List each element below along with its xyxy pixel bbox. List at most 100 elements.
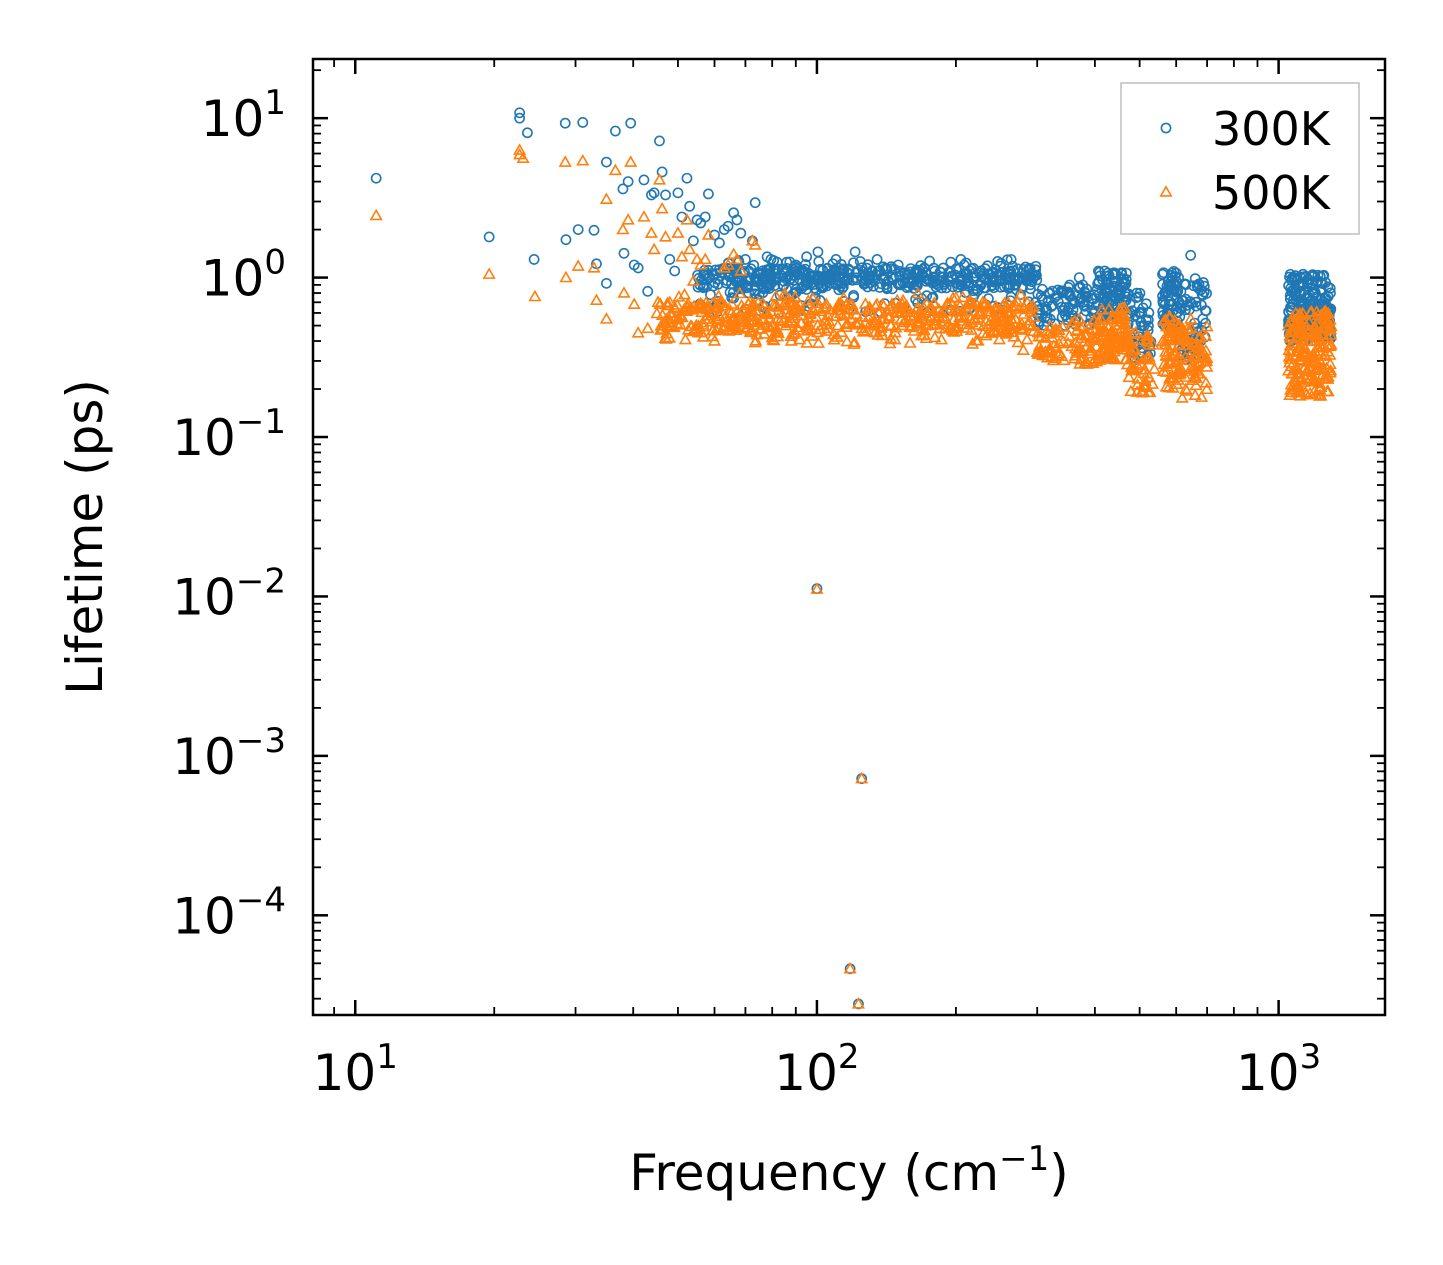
data-point: [872, 306, 886, 319]
y-tick-label-exp: 1: [264, 83, 286, 123]
data-point: [1200, 319, 1214, 332]
data-point: [1168, 313, 1182, 326]
data-point: [897, 315, 911, 328]
data-point: [1297, 316, 1311, 328]
data-point: [863, 300, 877, 312]
data-point: [1031, 274, 1043, 286]
data-point: [1107, 345, 1121, 357]
data-point: [835, 309, 850, 321]
data-point: [632, 262, 644, 274]
data-point: [1093, 265, 1104, 277]
y-tick-label: 10−2: [172, 561, 286, 626]
data-point: [748, 238, 762, 250]
data-point: [1024, 262, 1036, 274]
data-point: [646, 189, 657, 201]
data-point: [793, 332, 807, 345]
data-point: [1014, 287, 1028, 300]
data-point: [677, 287, 692, 300]
data-point: [1131, 372, 1145, 384]
data-point: [1038, 331, 1053, 343]
data-point: [733, 286, 747, 299]
data-point: [903, 336, 917, 348]
data-point: [1289, 349, 1303, 361]
data-point: [1114, 279, 1126, 291]
data-point: [732, 272, 744, 284]
data-point: [1200, 360, 1214, 372]
data-point: [899, 267, 911, 279]
data-point: [1175, 321, 1190, 333]
data-point: [1306, 277, 1318, 289]
data-point: [1078, 335, 1092, 347]
data-point: [874, 312, 888, 325]
data-point: [1005, 254, 1017, 265]
data-point: [716, 319, 731, 332]
data-point: [1156, 364, 1171, 377]
data-point: [1290, 345, 1304, 357]
plot-area: [311, 57, 1387, 1017]
data-point: [748, 335, 762, 348]
data-point: [934, 332, 949, 345]
data-point: [984, 305, 998, 317]
data-point: [1108, 335, 1122, 348]
data-point: [1323, 313, 1337, 325]
data-point: [1163, 333, 1177, 345]
data-point: [1291, 366, 1305, 378]
data-point: [1103, 298, 1115, 310]
data-point: [1178, 350, 1192, 363]
data-point: [1286, 380, 1300, 392]
data-point: [1126, 327, 1140, 339]
data-point: [684, 200, 696, 212]
data-point: [1305, 368, 1320, 381]
data-point: [862, 310, 876, 323]
data-point: [858, 277, 870, 289]
data-point: [1283, 338, 1297, 351]
data-point: [1190, 360, 1204, 372]
data-point: [642, 285, 654, 297]
data-point: [1040, 301, 1052, 313]
data-point: [1003, 272, 1015, 284]
data-point: [1155, 334, 1170, 347]
data-point: [1012, 302, 1026, 314]
data-point: [654, 323, 668, 335]
data-point: [1034, 329, 1048, 342]
data-point: [998, 296, 1012, 308]
data-point: [1170, 377, 1184, 389]
data-point: [694, 258, 708, 270]
data-point: [863, 317, 877, 329]
data-point: [656, 322, 670, 334]
data-point: [701, 228, 715, 240]
data-point: [1301, 334, 1315, 347]
data-point: [1099, 265, 1111, 277]
data-point: [1126, 347, 1140, 359]
data-point: [1320, 315, 1334, 328]
data-point: [994, 275, 1005, 287]
data-point: [1042, 295, 1054, 306]
data-point: [973, 300, 987, 312]
legend-box: [1120, 82, 1360, 235]
y-tick-label-base: 10: [172, 409, 236, 467]
data-point: [1120, 334, 1134, 347]
data-point: [936, 282, 948, 294]
data-point: [851, 272, 862, 284]
data-point: [1096, 341, 1110, 353]
data-point: [882, 311, 896, 324]
data-point: [711, 307, 725, 319]
data-point: [647, 242, 661, 255]
data-point: [840, 317, 854, 330]
y-axis-label: Lifetime (ps): [56, 379, 114, 695]
data-point: [745, 324, 759, 336]
data-point: [1093, 353, 1107, 365]
data-point: [681, 172, 693, 184]
data-point: [1142, 370, 1156, 383]
data-point: [1312, 362, 1326, 375]
data-point: [765, 330, 779, 343]
data-point: [1177, 295, 1189, 307]
data-point: [773, 314, 787, 327]
data-point: [1192, 331, 1206, 343]
data-point: [834, 325, 849, 337]
data-point: [788, 290, 802, 302]
data-point: [1030, 260, 1042, 272]
y-tick-label-exp: 0: [264, 243, 286, 283]
data-point: [1109, 267, 1121, 279]
